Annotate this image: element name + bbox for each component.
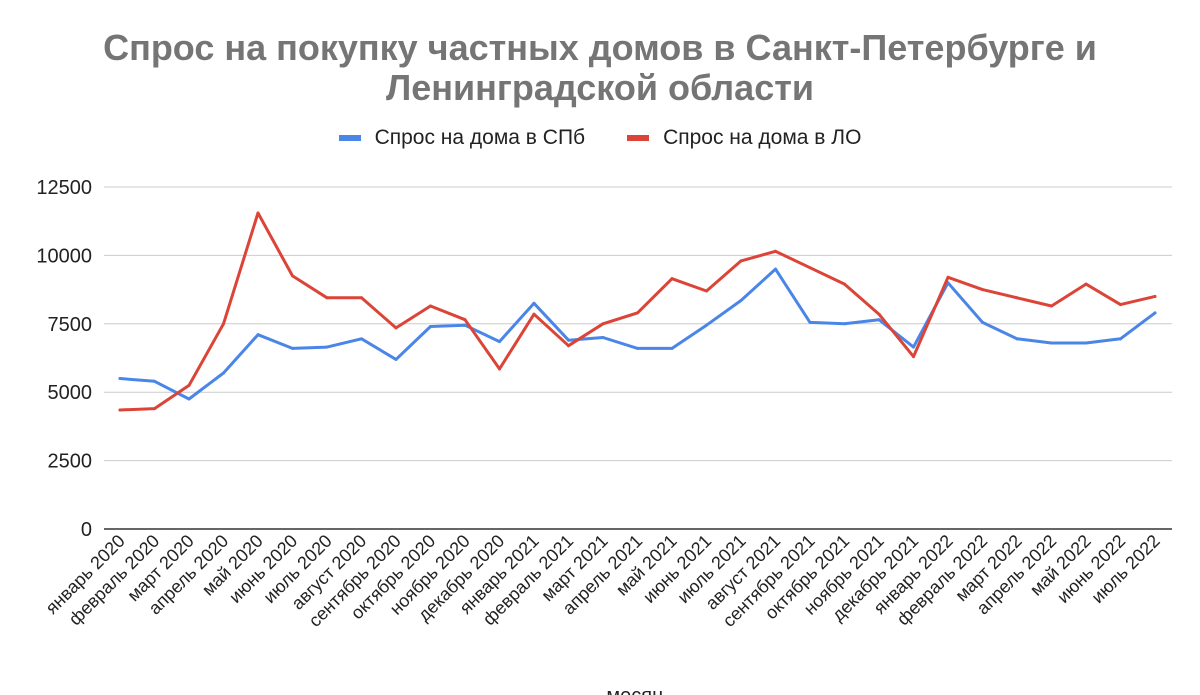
data-point-spb — [1119, 337, 1122, 341]
data-point-lo — [808, 266, 812, 270]
data-point-spb — [567, 338, 570, 342]
data-point-spb — [118, 377, 122, 381]
data-point-spb — [1050, 341, 1053, 345]
data-point-spb — [360, 337, 363, 341]
legend-item-spb: Спрос на дома в СПб — [338, 126, 586, 150]
data-point-lo — [912, 355, 915, 359]
data-point-spb — [256, 333, 260, 337]
data-point-spb — [498, 340, 501, 344]
data-point-spb — [877, 318, 881, 322]
data-point-spb — [291, 346, 294, 350]
data-point-lo — [1153, 294, 1157, 298]
data-point-lo — [877, 312, 881, 316]
data-point-spb — [153, 379, 156, 383]
data-point-lo — [360, 296, 363, 300]
y-tick-label: 0 — [81, 519, 92, 541]
legend-label-lo: Спрос на дома в ЛО — [663, 126, 862, 149]
data-point-spb — [601, 335, 605, 339]
data-point-spb — [670, 346, 674, 350]
data-point-lo — [567, 344, 570, 348]
data-point-spb — [532, 301, 536, 305]
data-point-spb — [1153, 311, 1157, 315]
data-point-lo — [670, 277, 674, 281]
data-point-spb — [463, 323, 467, 327]
data-point-spb — [981, 320, 984, 324]
data-point-spb — [1084, 341, 1088, 345]
data-point-lo — [1084, 282, 1088, 286]
y-tick-label: 10000 — [36, 245, 92, 267]
y-tick-label: 2500 — [48, 451, 93, 473]
data-point-spb — [912, 345, 915, 349]
data-point-lo — [981, 288, 984, 292]
y-tick-label: 7500 — [48, 314, 93, 336]
legend-swatch-lo — [627, 135, 650, 141]
data-point-spb — [774, 267, 777, 271]
x-axis-title: месяц — [606, 685, 663, 695]
data-point-lo — [774, 249, 777, 253]
data-point-spb — [705, 323, 708, 327]
legend-swatch-spb — [338, 135, 361, 141]
data-point-lo — [532, 312, 536, 316]
data-point-spb — [843, 322, 846, 326]
data-point-lo — [739, 259, 743, 263]
data-point-lo — [429, 304, 432, 308]
data-point-lo — [946, 275, 950, 279]
y-tick-label: 12500 — [36, 177, 92, 199]
legend-item-lo: Спрос на дома в ЛО — [627, 126, 861, 150]
data-point-lo — [153, 407, 156, 411]
y-tick-label: 5000 — [48, 382, 93, 404]
data-point-lo — [256, 211, 260, 215]
data-point-spb — [429, 325, 432, 329]
data-point-spb — [739, 299, 743, 303]
data-point-lo — [601, 322, 605, 326]
data-point-spb — [325, 345, 329, 349]
legend-label-spb: Спрос на дома в СПб — [374, 126, 586, 149]
data-point-lo — [291, 274, 294, 278]
series-line-spb — [118, 267, 1157, 401]
data-point-lo — [394, 326, 398, 330]
data-point-lo — [463, 318, 467, 322]
data-point-lo — [636, 311, 639, 315]
data-point-lo — [118, 408, 122, 412]
data-point-lo — [705, 289, 708, 293]
chart-title: Спрос на покупку частных домов в Санкт-П… — [103, 27, 1097, 108]
data-point-lo — [1015, 296, 1019, 300]
data-point-lo — [1119, 303, 1122, 307]
data-point-lo — [187, 383, 191, 387]
data-point-spb — [808, 320, 812, 324]
data-point-spb — [222, 371, 225, 375]
data-point-lo — [498, 367, 501, 371]
legend: Спрос на дома в СПб Спрос на дома в ЛО — [0, 126, 1200, 150]
data-point-spb — [636, 346, 639, 350]
data-point-spb — [394, 357, 398, 361]
data-point-lo — [222, 322, 225, 326]
data-point-lo — [843, 282, 846, 286]
data-point-spb — [1015, 337, 1019, 341]
data-point-spb — [187, 397, 191, 401]
data-point-lo — [1050, 304, 1053, 308]
data-point-lo — [325, 296, 329, 300]
